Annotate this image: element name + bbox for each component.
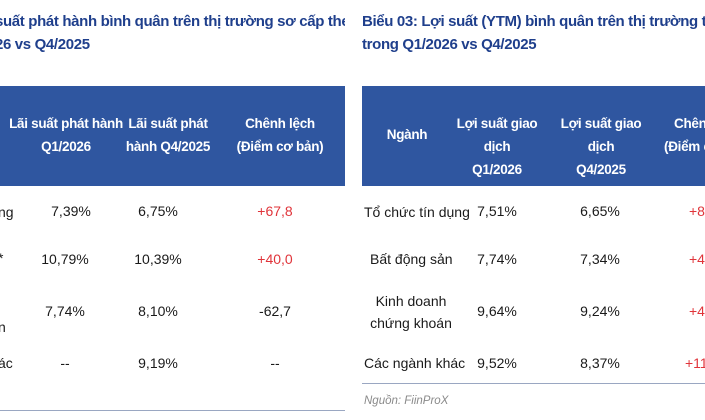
header-text: (Điểm cơ bản) bbox=[236, 139, 324, 154]
primary-title-line2: 26 vs Q4/2025 bbox=[0, 36, 90, 53]
row-q1-value: 9,64% bbox=[477, 303, 517, 319]
header-yield-q4: Lợi suất giao dịch Q4/2025 bbox=[546, 112, 656, 181]
row-q4-value: 7,34% bbox=[580, 251, 620, 267]
row-spread-value: +8 bbox=[689, 203, 705, 219]
header-text: Lợi suất giao dịch bbox=[560, 116, 642, 154]
row-label: n bbox=[0, 319, 6, 335]
row-q1-value: -- bbox=[60, 355, 70, 371]
primary-title-line1: suất phát hành bình quân trên thị trường… bbox=[0, 13, 345, 30]
row-q1-value: 9,52% bbox=[477, 355, 517, 371]
header-text: Chênh lệch bbox=[245, 116, 315, 131]
header-text: (Điểm c bbox=[664, 139, 705, 154]
row-q1-value: 10,79% bbox=[41, 251, 89, 267]
table-bottom-rule bbox=[362, 383, 705, 384]
row-q4-value: 10,39% bbox=[134, 251, 182, 267]
row-spread-value: -62,7 bbox=[259, 303, 291, 319]
row-spread-value: +67,8 bbox=[257, 203, 293, 219]
secondary-market-table-panel: Biểu 03: Lợi suất (YTM) bình quân trên t… bbox=[362, 0, 705, 420]
row-label: ác bbox=[0, 355, 13, 371]
row-label: * bbox=[0, 247, 3, 269]
header-issue-rate-q1: Lãi suất phát hành Q1/2026 bbox=[6, 112, 126, 158]
row-label: Tổ chức tín dụng bbox=[364, 204, 470, 220]
header-sector: Ngành bbox=[386, 127, 428, 142]
header-text: Lãi suất phát bbox=[128, 116, 208, 131]
secondary-table-title: Biểu 03: Lợi suất (YTM) bình quân trên t… bbox=[362, 10, 705, 56]
table-bottom-rule bbox=[0, 410, 345, 411]
secondary-title-line2: trong Q1/2026 vs Q4/2025 bbox=[362, 36, 537, 53]
row-q1-value: 7,74% bbox=[45, 303, 85, 319]
header-spread-bps: Chênh lệch (Điểm cơ bản) bbox=[225, 112, 335, 158]
primary-table-header: Lãi suất phát hành Q1/2026 Lãi suất phát… bbox=[0, 86, 345, 186]
secondary-table-header: Ngành Lợi suất giao dịch Q1/2026 Lợi suấ… bbox=[362, 86, 705, 186]
row-q4-value: 8,10% bbox=[138, 303, 178, 319]
header-text: Lợi suất giao dịch bbox=[456, 116, 538, 154]
row-spread-value: +11 bbox=[685, 355, 705, 371]
header-text: Q4/2025 bbox=[576, 162, 626, 177]
header-issue-rate-q4: Lãi suất phát hành Q4/2025 bbox=[118, 112, 218, 158]
row-label: Các ngành khác bbox=[364, 355, 466, 371]
row-spread-value: +4 bbox=[689, 251, 705, 267]
row-label-line: chứng khoán bbox=[370, 315, 452, 331]
header-text: hành Q4/2025 bbox=[125, 139, 211, 154]
header-spread-bps: Chên (Điểm c bbox=[664, 112, 705, 158]
row-spread-value: +4 bbox=[689, 303, 705, 319]
row-q4-value: 6,65% bbox=[580, 203, 620, 219]
header-yield-q1: Lợi suất giao dịch Q1/2026 bbox=[442, 112, 552, 181]
row-label: Kinh doanh chứng khoán bbox=[370, 290, 452, 334]
header-text: Q1/2026 bbox=[472, 162, 522, 177]
source-note: Nguồn: FiinProX bbox=[364, 395, 449, 407]
row-q1-value: 7,51% bbox=[477, 203, 517, 219]
row-q4-value: 9,19% bbox=[138, 355, 178, 371]
row-spread-value: -- bbox=[270, 355, 280, 371]
primary-market-table-panel: suất phát hành bình quân trên thị trường… bbox=[0, 0, 345, 420]
header-text: Chên bbox=[674, 116, 705, 131]
primary-table-title: suất phát hành bình quân trên thị trường… bbox=[0, 10, 345, 56]
row-q1-value: 7,74% bbox=[477, 251, 517, 267]
row-label: Bất động sản bbox=[370, 251, 453, 267]
row-label-line: Kinh doanh bbox=[375, 293, 447, 309]
header-text: Q1/2026 bbox=[41, 139, 91, 154]
row-label: ng bbox=[0, 204, 14, 220]
row-q4-value: 6,75% bbox=[138, 203, 178, 219]
row-q1-value: 7,39% bbox=[51, 203, 91, 219]
header-text: Lãi suất phát hành bbox=[9, 116, 123, 131]
row-spread-value: +40,0 bbox=[257, 251, 293, 267]
secondary-title-line1: Biểu 03: Lợi suất (YTM) bình quân trên t… bbox=[362, 13, 705, 30]
row-q4-value: 8,37% bbox=[580, 355, 620, 371]
row-q4-value: 9,24% bbox=[580, 303, 620, 319]
